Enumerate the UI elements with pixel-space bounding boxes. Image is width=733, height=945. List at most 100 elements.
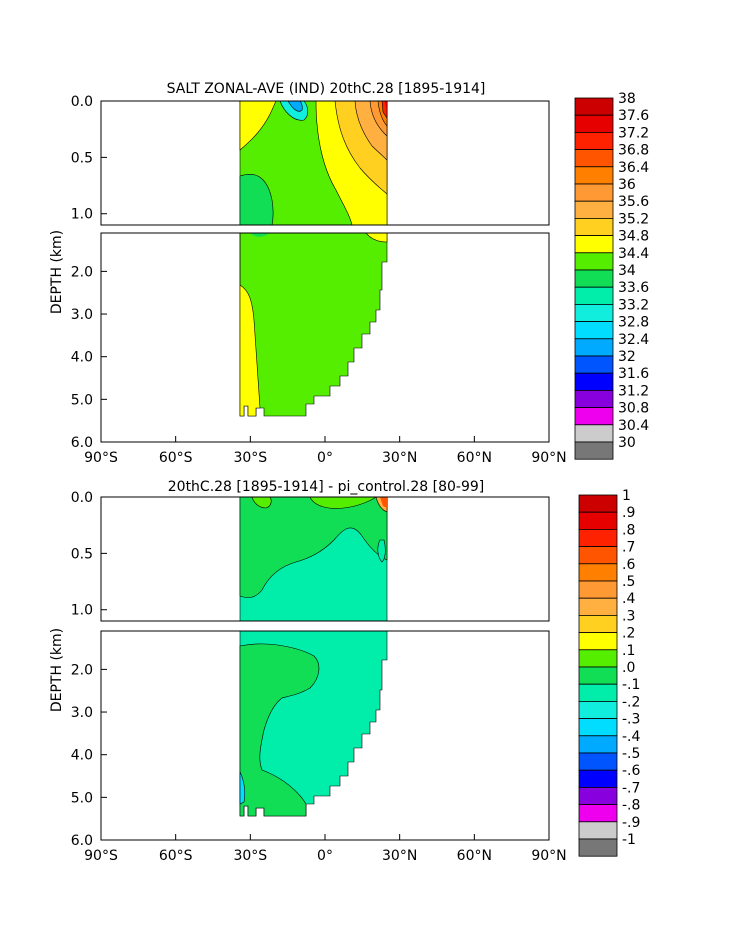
field-region xyxy=(239,174,274,225)
colorbar-swatch xyxy=(574,114,614,133)
colorbar-label: 1 xyxy=(622,488,631,504)
field-region xyxy=(239,497,388,598)
x-tick-label: 60°S xyxy=(159,848,193,864)
colorbar-label: 31.6 xyxy=(618,366,649,382)
colorbar-swatch xyxy=(578,821,618,840)
colorbar-swatch xyxy=(574,424,614,443)
y-tick-label: 3.0 xyxy=(71,705,93,721)
y-tick-label: 2.0 xyxy=(71,662,93,678)
field-region xyxy=(385,101,387,108)
y-tick-label: 5.0 xyxy=(71,790,93,806)
colorbar-swatch xyxy=(578,494,618,513)
x-tick-label: 90°N xyxy=(531,848,566,864)
colorbar-swatch xyxy=(578,597,618,616)
colorbar-swatch xyxy=(578,683,618,702)
x-tick-label: 30°N xyxy=(382,848,417,864)
colorbar-swatch xyxy=(578,563,618,582)
colorbar-swatch xyxy=(578,615,618,634)
colorbar-label: 35.6 xyxy=(618,194,649,210)
colorbar-swatch xyxy=(574,269,614,288)
field-region xyxy=(239,101,277,151)
colorbar-label: -.8 xyxy=(622,798,640,814)
colorbar-label: .0 xyxy=(622,660,635,676)
colorbar-swatch xyxy=(574,166,614,185)
x-tick-label: 60°S xyxy=(159,450,193,466)
colorbar-swatch xyxy=(578,769,618,788)
y-tick-label: 5.0 xyxy=(71,392,93,408)
colorbar-label: .2 xyxy=(622,626,635,642)
colorbar-swatch xyxy=(578,838,618,857)
colorbar-label: -.7 xyxy=(622,780,640,796)
field-region xyxy=(239,233,261,417)
panel-2-ylabel: DEPTH (km) xyxy=(49,628,65,712)
x-tick-label: 60°N xyxy=(457,848,492,864)
colorbar-swatch xyxy=(578,580,618,599)
x-tick-label: 90°S xyxy=(84,450,118,466)
colorbar-label: 37.6 xyxy=(618,108,649,124)
x-tick-label: 60°N xyxy=(457,450,492,466)
panel-1-lower-field xyxy=(239,233,388,417)
colorbar-swatch xyxy=(574,235,614,254)
colorbar-swatch xyxy=(574,338,614,357)
colorbar-swatch xyxy=(574,372,614,391)
colorbar-label: .9 xyxy=(622,505,635,521)
y-tick-label: 2.0 xyxy=(71,264,93,280)
colorbar-label: 32.8 xyxy=(618,315,649,331)
colorbar-label: 30.4 xyxy=(618,418,649,434)
panel-2-lower-field xyxy=(239,631,388,817)
colorbar-label: 36 xyxy=(618,177,636,193)
colorbar-label: 30.8 xyxy=(618,401,649,417)
y-tick-label: 3.0 xyxy=(71,307,93,323)
x-tick-label: 30°N xyxy=(382,450,417,466)
colorbar-label: .8 xyxy=(622,522,635,538)
y-tick-label: 1.0 xyxy=(71,603,93,619)
colorbar-swatch xyxy=(574,97,614,116)
field-region xyxy=(239,233,388,417)
x-tick-label: 30°S xyxy=(233,848,267,864)
colorbar-label: -.2 xyxy=(622,694,640,710)
colorbar-label: 33.2 xyxy=(618,297,649,313)
y-tick-label: 6.0 xyxy=(71,833,93,849)
colorbar-label: 34 xyxy=(618,263,636,279)
x-tick-label: 90°N xyxy=(531,450,566,466)
colorbar-label: .1 xyxy=(622,643,635,659)
field-region xyxy=(309,497,377,509)
colorbar-swatch xyxy=(574,131,614,150)
y-tick-label: 6.0 xyxy=(71,435,93,451)
panel-2-upper-field xyxy=(239,497,388,621)
colorbar-swatch xyxy=(574,286,614,305)
colorbar-label: 35.2 xyxy=(618,211,649,227)
panel-2-ticks: 90°S 60°S 30°S 0° 30°N 60°N 90°N 0.0 0.5 1.0 2.0 3.… xyxy=(71,490,567,864)
panel-1: SALT ZONAL-AVE (IND) 20thC.28 [1895-1914… xyxy=(49,81,649,466)
colorbar-label: .5 xyxy=(622,574,635,590)
panel-2-colorbar: 1.9.8.7.6.5.4.3.2.1.0-.1-.2-.3-.4-.5-.6-… xyxy=(578,488,641,857)
colorbar-swatch xyxy=(578,632,618,651)
colorbar-label: 33.6 xyxy=(618,280,649,296)
x-tick-label: 0° xyxy=(317,848,333,864)
field-region xyxy=(251,497,272,509)
colorbar-swatch xyxy=(574,149,614,168)
panel-2-title: 20thC.28 [1895-1914] - pi_control.28 [80… xyxy=(168,479,484,495)
colorbar-label: -.3 xyxy=(622,712,640,728)
colorbar-label: -.9 xyxy=(622,815,640,831)
y-tick-label: 1.0 xyxy=(71,207,93,223)
field-region xyxy=(377,539,386,563)
colorbar-label: .6 xyxy=(622,557,635,573)
colorbar-swatch xyxy=(578,511,618,530)
colorbar-label: 38 xyxy=(618,91,636,107)
y-tick-label: 0.5 xyxy=(71,150,93,166)
panel-2: 20thC.28 [1895-1914] - pi_control.28 [80… xyxy=(49,479,641,864)
panel-1-title: SALT ZONAL-AVE (IND) 20thC.28 [1895-1914… xyxy=(167,81,486,97)
colorbar-swatch xyxy=(578,735,618,754)
y-tick-label: 0.0 xyxy=(71,490,93,506)
colorbar-swatch xyxy=(578,666,618,685)
colorbar-label: 30 xyxy=(618,435,636,451)
colorbar-label: 32 xyxy=(618,349,636,365)
x-tick-label: 30°S xyxy=(233,450,267,466)
field-region xyxy=(239,643,320,817)
colorbar-label: 36.8 xyxy=(618,143,649,159)
panel-1-upper-frame xyxy=(100,100,550,226)
y-tick-label: 4.0 xyxy=(71,350,93,366)
colorbar-swatch xyxy=(574,217,614,236)
